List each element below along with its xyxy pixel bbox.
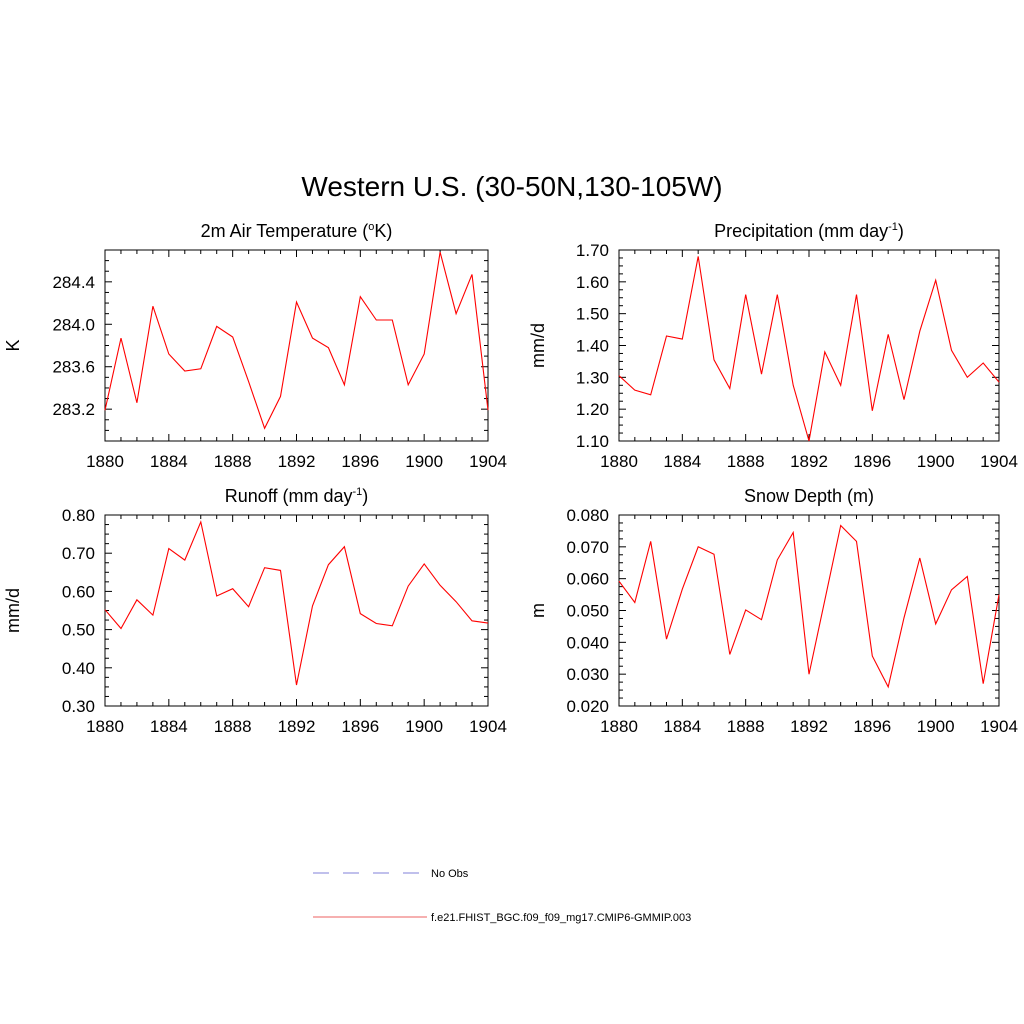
x-tick-label: 1900 xyxy=(405,717,443,736)
series-line-snow-depth xyxy=(618,524,1000,689)
x-tick-label: 1888 xyxy=(727,717,765,736)
y-axis-label: K xyxy=(3,339,23,351)
x-tick-label: 1884 xyxy=(663,717,701,736)
series-line-runoff xyxy=(104,520,489,686)
y-tick-label: 1.30 xyxy=(576,368,609,387)
legend: No Obs f.e21.FHIST_BGC.f09_f09_mg17.CMIP… xyxy=(313,868,691,924)
x-tick-label: 1880 xyxy=(600,452,638,471)
x-tick-label: 1904 xyxy=(469,452,507,471)
plot-frame xyxy=(104,514,489,707)
x-tick-label: 1892 xyxy=(278,717,316,736)
y-tick-label: 1.10 xyxy=(576,432,609,451)
x-tick-label: 1896 xyxy=(341,717,379,736)
y-tick-label: 0.030 xyxy=(566,665,609,684)
x-tick-label: 1884 xyxy=(150,717,188,736)
x-tick-label: 1884 xyxy=(150,452,188,471)
x-tick-label: 1888 xyxy=(727,452,765,471)
figure-title: Western U.S. (30-50N,130-105W) xyxy=(301,171,722,202)
y-axis-label: m xyxy=(528,603,548,618)
y-tick-label: 1.40 xyxy=(576,337,609,356)
y-tick-label: 0.30 xyxy=(62,697,95,716)
y-tick-label: 0.70 xyxy=(62,544,95,563)
x-tick-label: 1896 xyxy=(853,717,891,736)
y-tick-label: 284.0 xyxy=(52,315,95,334)
panel-snow-depth: Snow Depth (m) m 1880 1884 1888 1892 1896 1900 1… xyxy=(528,486,1018,736)
panel-title: 2m Air Temperature (oK) xyxy=(201,221,393,241)
panel-title: Precipitation (mm day-1) xyxy=(714,221,904,241)
panel-precipitation: Precipitation (mm day-1) mm/d 1880 1884 1888… xyxy=(528,221,1018,471)
y-tick-label: 1.50 xyxy=(576,305,609,324)
series-line-air-temperature xyxy=(104,251,489,430)
y-tick-label: 0.040 xyxy=(566,633,609,652)
plot-frame xyxy=(618,249,1000,442)
x-tick-label: 1896 xyxy=(341,452,379,471)
x-tick-label: 1900 xyxy=(917,452,955,471)
x-tick-label: 1880 xyxy=(86,717,124,736)
x-tick-label: 1880 xyxy=(86,452,124,471)
x-tick-label: 1888 xyxy=(214,717,252,736)
legend-label-no-obs: No Obs xyxy=(431,868,469,880)
y-axis-label: mm/d xyxy=(528,323,548,368)
panel-air-temperature: 2m Air Temperature (oK) K 1880 1884 1888 1892… xyxy=(3,221,507,471)
y-tick-label: 1.60 xyxy=(576,273,609,292)
y-axis-label: mm/d xyxy=(3,588,23,633)
panel-title: Runoff (mm day-1) xyxy=(225,486,369,506)
y-tick-label: 0.60 xyxy=(62,582,95,601)
x-tick-label: 1900 xyxy=(917,717,955,736)
y-tick-label: 1.70 xyxy=(576,241,609,260)
x-tick-label: 1904 xyxy=(980,717,1018,736)
y-tick-label: 284.4 xyxy=(52,273,95,292)
x-tick-label: 1888 xyxy=(214,452,252,471)
legend-label-model: f.e21.FHIST_BGC.f09_f09_mg17.CMIP6-GMMIP… xyxy=(431,912,691,924)
y-tick-label: 0.080 xyxy=(566,506,609,525)
panel-title: Snow Depth (m) xyxy=(744,486,874,506)
x-tick-label: 1904 xyxy=(469,717,507,736)
x-tick-label: 1904 xyxy=(980,452,1018,471)
x-tick-label: 1896 xyxy=(853,452,891,471)
series-line-precipitation xyxy=(618,256,1000,442)
panels: 2m Air Temperature (oK) K 1880 1884 1888 1892… xyxy=(3,221,1018,736)
y-tick-label: 0.80 xyxy=(62,506,95,525)
y-tick-label: 0.020 xyxy=(566,697,609,716)
y-tick-label: 283.2 xyxy=(52,400,95,419)
x-tick-label: 1880 xyxy=(600,717,638,736)
x-tick-label: 1900 xyxy=(405,452,443,471)
x-tick-label: 1892 xyxy=(278,452,316,471)
y-tick-label: 0.50 xyxy=(62,621,95,640)
y-tick-label: 283.6 xyxy=(52,358,95,377)
y-tick-label: 0.060 xyxy=(566,570,609,589)
y-tick-label: 0.40 xyxy=(62,659,95,678)
x-tick-label: 1884 xyxy=(663,452,701,471)
y-tick-label: 1.20 xyxy=(576,400,609,419)
y-tick-label: 0.070 xyxy=(566,538,609,557)
plot-frame xyxy=(104,249,489,442)
panel-runoff: Runoff (mm day-1) mm/d 1880 1884 1888 1892 189… xyxy=(3,486,507,736)
x-tick-label: 1892 xyxy=(790,452,828,471)
y-tick-label: 0.050 xyxy=(566,602,609,621)
x-tick-label: 1892 xyxy=(790,717,828,736)
